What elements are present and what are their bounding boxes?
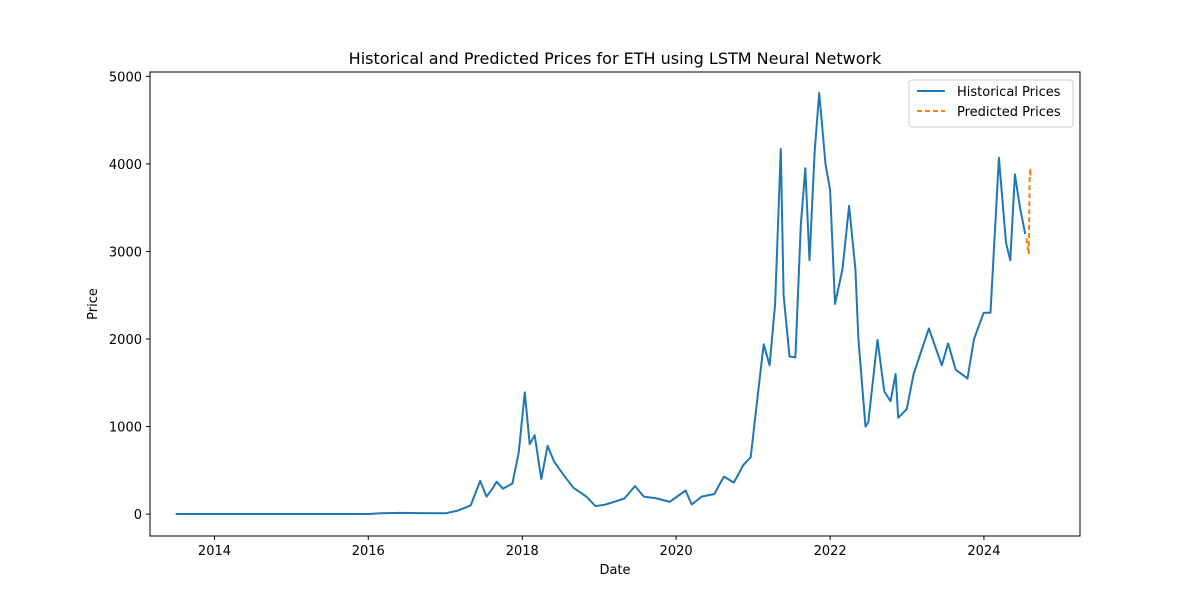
plot-area-frame: [149, 71, 1081, 537]
historical-prices-line: [175, 92, 1027, 515]
y-axis-label: Price: [86, 288, 101, 320]
y-axis-ticks: 0 1000 2000 3000 4000 5000: [109, 70, 150, 523]
x-tick-label: 2016: [352, 544, 385, 559]
y-tick-label: 1000: [109, 421, 142, 436]
y-tick-label: 3000: [109, 245, 142, 260]
y-tick-label: 4000: [109, 158, 142, 173]
x-axis-label: Date: [599, 563, 630, 578]
x-tick-label: 2020: [660, 544, 693, 559]
chart-title: Historical and Predicted Prices for ETH …: [349, 49, 882, 68]
x-tick-label: 2014: [198, 544, 231, 559]
legend-label-predicted: Predicted Prices: [957, 105, 1061, 120]
chart-legend: Historical Prices Predicted Prices: [908, 79, 1074, 128]
series-lines: [175, 92, 1032, 515]
x-tick-label: 2018: [506, 544, 539, 559]
x-axis-ticks: 2014 2016 2018 2020 2022 2024: [198, 536, 1000, 559]
predicted-prices-line: [1025, 167, 1032, 256]
x-tick-label: 2024: [967, 544, 1000, 559]
legend-box: [908, 79, 1074, 128]
legend-label-historical: Historical Prices: [957, 85, 1061, 100]
y-tick-label: 5000: [109, 70, 142, 85]
y-tick-label: 2000: [109, 333, 142, 348]
x-tick-label: 2022: [814, 544, 847, 559]
y-tick-label: 0: [134, 508, 142, 523]
